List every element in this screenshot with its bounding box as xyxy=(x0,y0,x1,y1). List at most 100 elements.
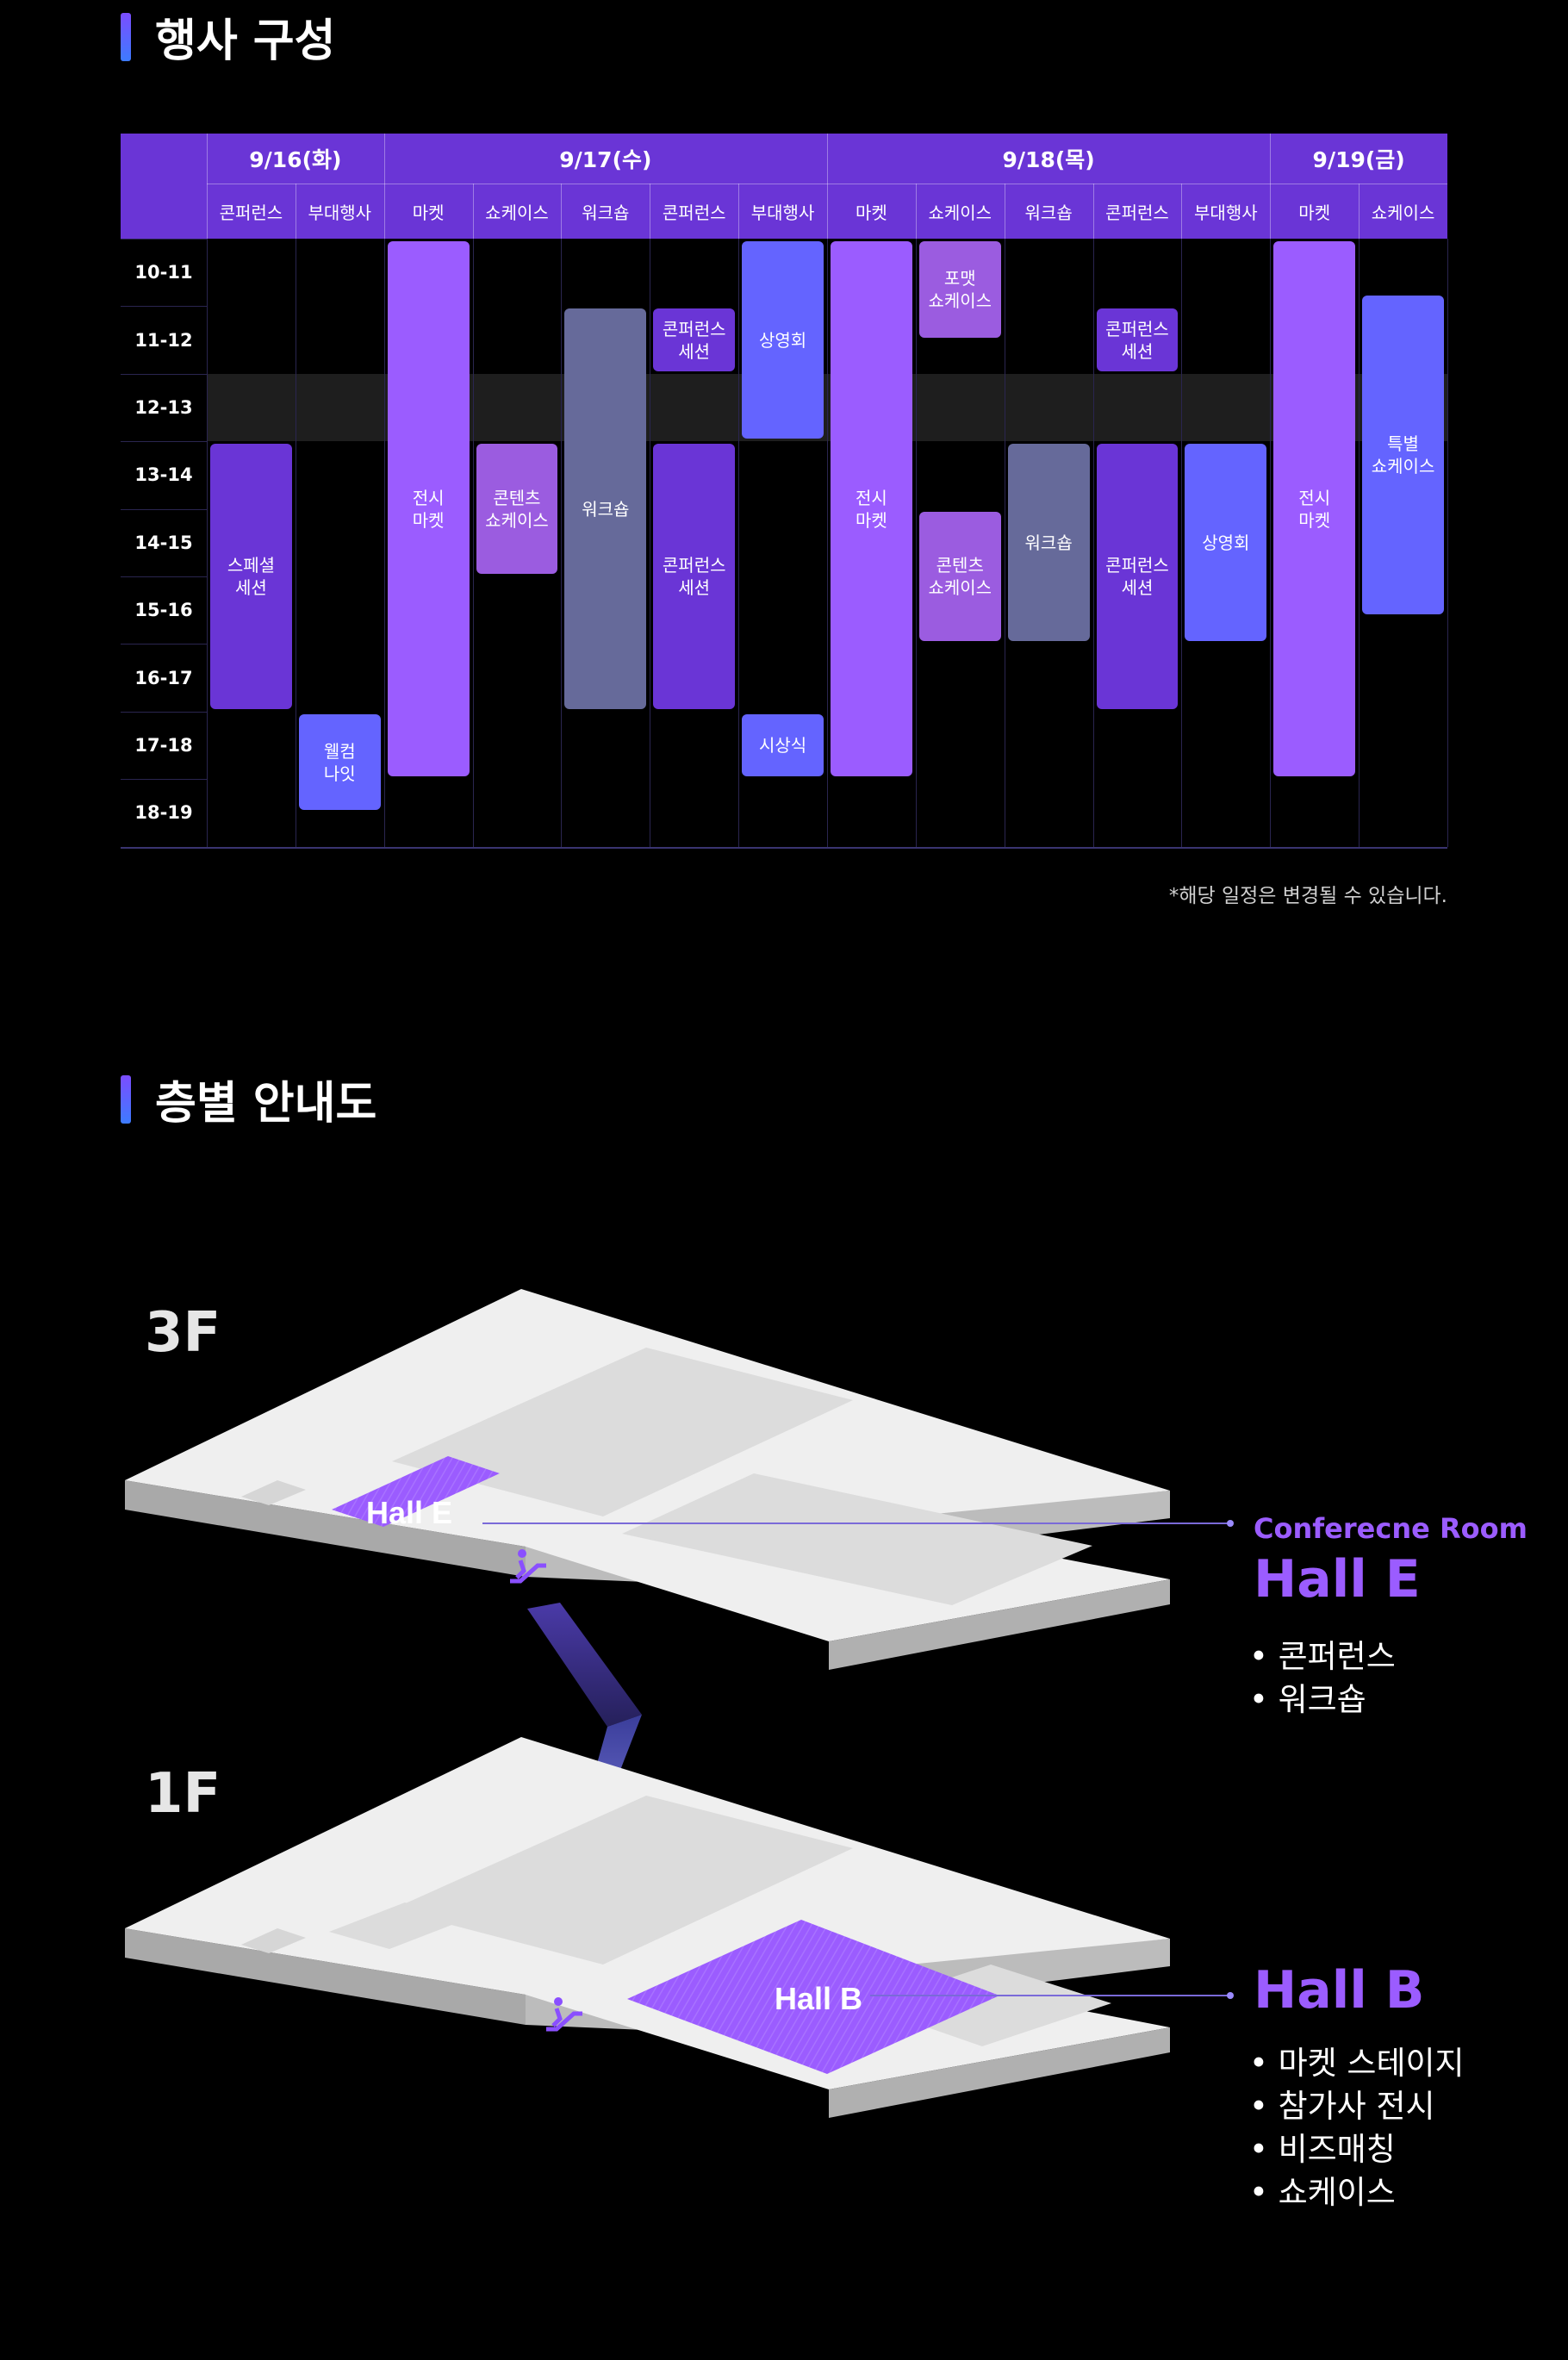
header-divider xyxy=(472,184,474,239)
schedule-event[interactable]: 콘텐츠 쇼케이스 xyxy=(918,511,1001,642)
schedule-event[interactable]: 워크숍 xyxy=(1007,444,1090,642)
grid-line-horizontal xyxy=(121,373,207,375)
schedule-event[interactable]: 전시 마켓 xyxy=(387,241,470,777)
schedule-event[interactable]: 전시 마켓 xyxy=(830,241,912,777)
grid-line-vertical xyxy=(915,239,917,847)
grid-line-vertical xyxy=(1270,239,1272,847)
escalator-icon-3f xyxy=(510,1549,546,1584)
schedule-event[interactable]: 콘퍼런스 세션 xyxy=(653,444,736,709)
header-divider xyxy=(207,134,208,239)
column-header: 부대행사 xyxy=(750,202,815,223)
date-header: 9/17(수) xyxy=(559,147,652,172)
program-item: 쇼케이스 xyxy=(1249,2171,1465,2214)
schedule-event[interactable]: 스페셜 세션 xyxy=(210,444,292,709)
grid-line-horizontal xyxy=(121,239,207,240)
column-header: 콘퍼런스 xyxy=(219,202,283,223)
column-header: 마켓 xyxy=(412,202,445,223)
header-divider xyxy=(1359,184,1360,239)
header-divider xyxy=(1181,184,1183,239)
hall-e-name: Hall E xyxy=(1254,1549,1421,1610)
column-header: 마켓 xyxy=(856,202,887,223)
schedule-event[interactable]: 상영회 xyxy=(742,241,824,439)
schedule-event[interactable]: 전시 마켓 xyxy=(1273,241,1356,777)
grid-line-vertical xyxy=(1092,239,1094,847)
grid-line-horizontal xyxy=(121,508,207,510)
date-header: 9/19(금) xyxy=(1312,147,1405,172)
floor-map: Hall E Hall B xyxy=(0,1206,1568,2360)
hall-e-area xyxy=(332,1456,500,1527)
program-item: 콘퍼런스 xyxy=(1249,1635,1396,1678)
header-divider xyxy=(826,134,828,239)
time-label: 18-19 xyxy=(134,802,193,824)
program-item: 참가사 전시 xyxy=(1249,2085,1465,2128)
section-title-text: 층별 안내도 xyxy=(155,1078,377,1130)
schedule-event[interactable]: 특별 쇼케이스 xyxy=(1362,295,1444,615)
date-header: 9/18(목) xyxy=(1002,147,1095,172)
grid-line-horizontal xyxy=(121,576,207,577)
column-header: 쇼케이스 xyxy=(485,202,549,223)
schedule-note: *해당 일정은 변경될 수 있습니다. xyxy=(1168,885,1447,907)
column-header: 콘퍼런스 xyxy=(662,202,726,223)
title-bar-icon xyxy=(121,12,131,61)
time-label: 12-13 xyxy=(134,396,193,418)
program-item: 비즈매칭 xyxy=(1249,2128,1465,2171)
grid-line-vertical xyxy=(207,239,208,847)
floor-map-drawing: Hall E Hall B xyxy=(125,1289,1234,2118)
grid-line-vertical xyxy=(738,239,740,847)
section-title-floors: 층별 안내도 xyxy=(121,1067,376,1131)
time-label: 10-11 xyxy=(134,262,193,283)
header-divider xyxy=(383,134,385,239)
schedule-event[interactable]: 콘퍼런스 세션 xyxy=(653,308,736,371)
header-divider xyxy=(738,184,740,239)
header-divider xyxy=(1270,134,1272,239)
section-title-schedule: 행사 구성 xyxy=(121,4,335,69)
header-divider xyxy=(1092,184,1094,239)
column-header: 부대행사 xyxy=(1194,202,1258,223)
grid-line-vertical xyxy=(472,239,474,847)
grid-line-bottom xyxy=(121,846,1447,849)
column-header: 워크숍 xyxy=(1024,202,1073,223)
date-header: 9/16(화) xyxy=(249,147,342,172)
grid-line-vertical xyxy=(1181,239,1183,847)
schedule-event[interactable]: 콘텐츠 쇼케이스 xyxy=(476,444,558,574)
time-label: 11-12 xyxy=(134,329,193,351)
schedule-event[interactable]: 상영회 xyxy=(1185,444,1267,642)
floor-1f-plan: Hall B xyxy=(125,1737,1170,2118)
column-header: 쇼케이스 xyxy=(1371,202,1435,223)
schedule-event[interactable]: 웰컴 나잇 xyxy=(298,713,381,811)
time-label: 14-15 xyxy=(134,532,193,553)
hall-e-tag: Hall E xyxy=(366,1495,452,1530)
column-header: 마켓 xyxy=(1298,202,1331,223)
grid-line-vertical xyxy=(826,239,828,847)
schedule-event[interactable]: 시상식 xyxy=(742,713,824,777)
grid-line-horizontal xyxy=(121,711,207,713)
schedule-event[interactable]: 포맷 쇼케이스 xyxy=(918,241,1001,338)
floor-3f-plan: Hall E xyxy=(125,1289,1170,1670)
hall-b-name: Hall B xyxy=(1254,1960,1425,2021)
grid-line-vertical xyxy=(561,239,563,847)
column-header: 콘퍼런스 xyxy=(1105,202,1169,223)
schedule-table: 9/16(화) 콘퍼런스 부대행사 9/17(수) 마켓 쇼케이스 워크숍 콘퍼런스 부대행사 9… xyxy=(121,134,1448,853)
grid-line-vertical xyxy=(1359,239,1360,847)
time-label: 13-14 xyxy=(134,464,193,486)
schedule-event[interactable]: 콘퍼런스 세션 xyxy=(1096,444,1179,709)
floor-connector xyxy=(527,1603,642,1727)
column-header: 워크숍 xyxy=(582,202,630,223)
floor-label-1f: 1F xyxy=(145,1762,221,1826)
hall-e-program-list: 콘퍼런스워크숍 xyxy=(1249,1635,1396,1722)
schedule-event[interactable]: 콘퍼런스 세션 xyxy=(1096,308,1179,371)
grid-line-vertical xyxy=(383,239,385,847)
time-label: 17-18 xyxy=(134,734,193,756)
header-divider xyxy=(915,184,917,239)
floor-label-3f: 3F xyxy=(145,1301,221,1365)
program-item: 마켓 스테이지 xyxy=(1249,2042,1465,2085)
schedule-header-bg xyxy=(121,134,1447,239)
hall-b-program-list: 마켓 스테이지참가사 전시비즈매칭쇼케이스 xyxy=(1249,2042,1465,2214)
grid-line-horizontal xyxy=(121,441,207,443)
grid-line-vertical xyxy=(1447,239,1448,847)
column-header: 쇼케이스 xyxy=(928,202,992,223)
schedule-event[interactable]: 워크숍 xyxy=(564,308,647,709)
header-divider xyxy=(561,184,563,239)
hall-b-tag: Hall B xyxy=(775,1981,862,2016)
hall-b-area xyxy=(627,1920,999,2074)
